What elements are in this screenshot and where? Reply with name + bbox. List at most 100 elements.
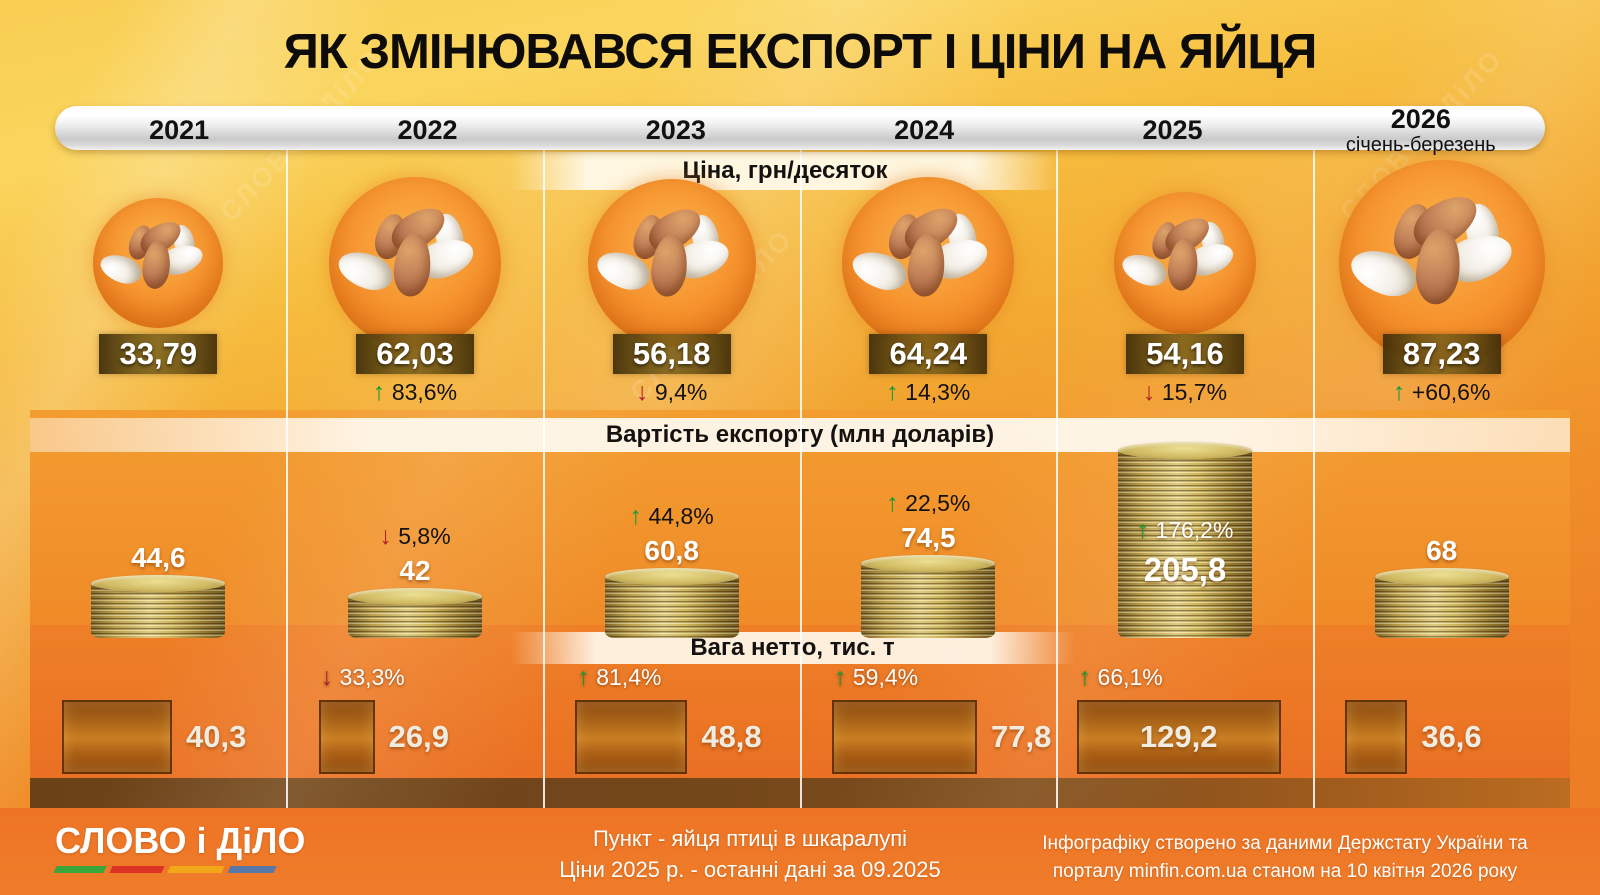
export-value: 205,8 bbox=[1143, 551, 1227, 588]
logo-underline-red bbox=[109, 866, 165, 873]
price-value-box: 64,24 bbox=[869, 334, 988, 374]
year-bar: 2021 2022 2023 2024 2025 2026 січень-бер… bbox=[55, 106, 1545, 155]
arrow-up-icon: ↑ bbox=[577, 663, 590, 691]
weight-cell-2024: ↑ 59,4% 77,8 bbox=[800, 625, 1057, 778]
source-note: Інфографіку створено за даними Держстату… bbox=[1025, 830, 1545, 885]
price-change: ↑ 83,6% bbox=[373, 378, 457, 407]
price-change-value: 9,4% bbox=[654, 379, 708, 405]
arrow-up-icon: ↑ bbox=[1078, 663, 1092, 691]
price-change-value: 15,7% bbox=[1161, 379, 1228, 405]
coin-stack-body bbox=[91, 583, 226, 638]
weight-value: 48,8 bbox=[701, 719, 762, 754]
eggs-image bbox=[1344, 186, 1518, 312]
eggs-image bbox=[592, 200, 734, 304]
export-change: ↑ 22,5% bbox=[886, 489, 970, 518]
logo-underline bbox=[53, 866, 305, 873]
weight-box: 36,6 bbox=[1345, 700, 1482, 774]
year-2023: 2023 bbox=[645, 115, 706, 145]
weight-value: 40,3 bbox=[186, 719, 247, 754]
price-cell-2021: 33,79 bbox=[30, 148, 287, 410]
arrow-up-icon: ↑ bbox=[629, 502, 643, 530]
export-change: ↓ 5,8% bbox=[379, 522, 450, 551]
column-divider bbox=[543, 148, 545, 808]
export-cell-2024: ↑ 22,5% 74,5 bbox=[800, 450, 1057, 643]
page-title: ЯК ЗМІНЮВАВСЯ ЕКСПОРТ І ЦІНИ НА ЯЙЦЯ bbox=[283, 25, 1318, 79]
coin-stack bbox=[91, 575, 226, 638]
weight-change-value: 81,4% bbox=[596, 664, 662, 690]
export-change-value: 5,8% bbox=[398, 523, 451, 549]
export-cell-2026: 68 bbox=[1313, 450, 1570, 643]
chart-panel: Ціна, грн/десяток Вартість експорту (млн… bbox=[30, 148, 1570, 808]
price-value-box: 56,18 bbox=[612, 334, 731, 374]
export-cell-2023: ↑ 44,8% 60,8 bbox=[543, 450, 800, 643]
coin-stack-body bbox=[1117, 450, 1252, 638]
export-cell-2025: ↑ 176,2% 205,8 bbox=[1057, 442, 1314, 643]
weight-value: 77,8 bbox=[990, 719, 1052, 754]
year-2021: 2021 bbox=[149, 115, 210, 145]
weight-change-value: 59,4% bbox=[852, 664, 919, 690]
coin-stack-body bbox=[604, 576, 739, 638]
column-divider bbox=[1313, 148, 1315, 808]
section-label-price: Ціна, грн/десяток bbox=[510, 152, 1060, 190]
year-2025: 2025 bbox=[1142, 115, 1203, 145]
price-value-box: 87,23 bbox=[1382, 334, 1501, 374]
weight-box: ↓ 33,3% 26,9 bbox=[318, 663, 449, 774]
logo-underline-green bbox=[53, 866, 107, 873]
export-cell-2022: ↓ 5,8% 42 bbox=[287, 450, 544, 643]
export-change-value: 22,5% bbox=[905, 490, 971, 516]
eggs-image bbox=[847, 199, 992, 304]
price-change: ↑ +60,6% bbox=[1393, 378, 1491, 407]
logo-underline-blue bbox=[227, 866, 277, 873]
column-divider bbox=[286, 148, 288, 808]
arrow-down-icon: ↓ bbox=[320, 663, 334, 691]
arrow-up-icon: ↑ bbox=[1392, 378, 1406, 406]
price-value: 54,16 bbox=[1146, 336, 1224, 371]
weight-change-value: 33,3% bbox=[339, 664, 405, 690]
arrow-up-icon: ↑ bbox=[833, 663, 847, 691]
price-change: ↓ 15,7% bbox=[1143, 378, 1227, 407]
column-divider bbox=[1056, 148, 1058, 808]
price-change-value: 14,3% bbox=[905, 379, 971, 405]
price-value: 64,24 bbox=[889, 336, 968, 371]
price-cell-2026: 87,23 ↑ +60,6% bbox=[1313, 148, 1570, 410]
export-value: 60,8 bbox=[644, 535, 699, 566]
export-change-value: 44,8% bbox=[648, 503, 714, 529]
eggs-circle bbox=[587, 179, 756, 347]
year-2026-label: 2026 bbox=[1390, 104, 1451, 134]
eggs-circle bbox=[93, 198, 224, 328]
coin-stack-body bbox=[861, 563, 996, 638]
price-value-box: 54,16 bbox=[1125, 334, 1244, 374]
export-change: ↑ 44,8% bbox=[630, 502, 714, 531]
price-cell-2023: 56,18 ↓ 9,4% bbox=[543, 148, 800, 410]
year-2026: 2026 січень-березень bbox=[1297, 104, 1545, 156]
weight-change: ↑ 59,4% bbox=[834, 663, 918, 692]
export-change-value: 176,2% bbox=[1155, 517, 1234, 543]
price-value: 62,03 bbox=[376, 336, 454, 371]
logo-underline-yellow bbox=[167, 866, 225, 873]
coin-stack-body bbox=[1374, 576, 1509, 638]
price-change: ↓ 9,4% bbox=[636, 378, 707, 407]
weight-box: ↑ 81,4% 48,8 bbox=[575, 663, 762, 774]
price-cell-2025: 54,16 ↓ 15,7% bbox=[1057, 148, 1314, 410]
eggs-circle bbox=[1113, 192, 1256, 334]
footnote-line1: Пункт - яйця птиці в шкаралупі bbox=[592, 826, 908, 851]
weight-box: 40,3 bbox=[62, 700, 246, 774]
coin-stack bbox=[347, 588, 482, 638]
eggs-circle bbox=[1338, 160, 1545, 366]
export-value: 42 bbox=[399, 555, 431, 586]
eggs-image bbox=[1118, 210, 1238, 297]
weight-cell-2022: ↓ 33,3% 26,9 bbox=[287, 625, 544, 778]
weight-value: 26,9 bbox=[388, 719, 449, 754]
footer: СЛОВО і ДіЛО Пункт - яйця птиці в шкарал… bbox=[0, 808, 1600, 895]
footnote-line2: Ціни 2025 р. - останні дані за 09.2025 bbox=[559, 856, 941, 882]
weight-value: 129,2 bbox=[1139, 719, 1218, 754]
weight-change-value: 66,1% bbox=[1097, 664, 1163, 690]
logo-text: СЛОВО і ДіЛО bbox=[55, 820, 306, 861]
source-line2: порталу minfin.com.ua станом на 10 квітн… bbox=[1052, 860, 1518, 882]
coin-stack bbox=[1374, 568, 1509, 638]
weight-value: 36,6 bbox=[1421, 719, 1482, 754]
year-2024: 2024 bbox=[894, 115, 955, 145]
coin-stack bbox=[861, 555, 996, 638]
export-value: 68 bbox=[1426, 535, 1458, 566]
